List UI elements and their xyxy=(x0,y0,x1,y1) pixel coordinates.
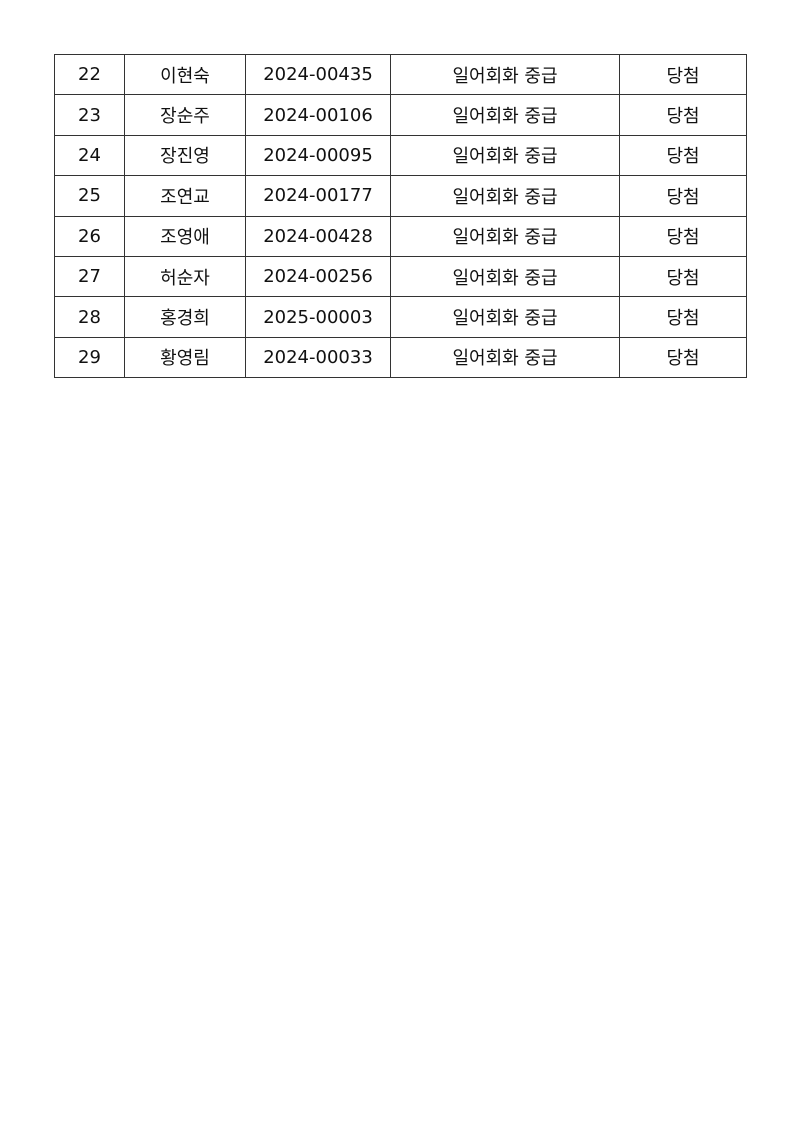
row-number-cell: 25 xyxy=(54,175,125,217)
name-cell: 홍경희 xyxy=(124,296,246,338)
registration-id-cell: 2024-00095 xyxy=(245,134,391,177)
result-cell: 당첨 xyxy=(619,215,747,257)
registration-id-cell: 2024-00428 xyxy=(245,215,391,257)
registration-id-cell: 2024-00435 xyxy=(245,53,391,96)
table-row: 29 황영림 2024-00033 일어회화 중급 당첨 xyxy=(54,336,747,379)
course-cell: 일어회화 중급 xyxy=(390,134,620,177)
result-cell: 당첨 xyxy=(619,94,747,136)
row-number-cell: 27 xyxy=(54,255,125,298)
registration-id-cell: 2024-00177 xyxy=(245,175,391,217)
name-cell: 조영애 xyxy=(124,215,246,257)
result-cell: 당첨 xyxy=(619,296,747,338)
table-row: 23 장순주 2024-00106 일어회화 중급 당첨 xyxy=(54,94,747,136)
table-row: 27 허순자 2024-00256 일어회화 중급 당첨 xyxy=(54,255,747,298)
registration-id-cell: 2024-00256 xyxy=(245,255,391,298)
row-number-cell: 28 xyxy=(54,296,125,338)
registration-id-cell: 2024-00106 xyxy=(245,94,391,136)
row-number-cell: 26 xyxy=(54,215,125,257)
registration-id-cell: 2025-00003 xyxy=(245,296,391,338)
name-cell: 황영림 xyxy=(124,336,246,379)
results-table-body: 22 이현숙 2024-00435 일어회화 중급 당첨 23 장순주 2024-00106 일… xyxy=(54,53,747,379)
table-row: 25 조연교 2024-00177 일어회화 중급 당첨 xyxy=(54,175,747,217)
course-cell: 일어회화 중급 xyxy=(390,336,620,379)
course-cell: 일어회화 중급 xyxy=(390,255,620,298)
course-cell: 일어회화 중급 xyxy=(390,215,620,257)
name-cell: 조연교 xyxy=(124,175,246,217)
course-cell: 일어회화 중급 xyxy=(390,94,620,136)
name-cell: 허순자 xyxy=(124,255,246,298)
table-row: 24 장진영 2024-00095 일어회화 중급 당첨 xyxy=(54,134,747,177)
name-cell: 이현숙 xyxy=(124,53,246,96)
results-table: 22 이현숙 2024-00435 일어회화 중급 당첨 23 장순주 2024-00106 일… xyxy=(54,53,747,379)
result-cell: 당첨 xyxy=(619,53,747,96)
registration-id-cell: 2024-00033 xyxy=(245,336,391,379)
row-number-cell: 22 xyxy=(54,53,125,96)
course-cell: 일어회화 중급 xyxy=(390,175,620,217)
result-cell: 당첨 xyxy=(619,255,747,298)
result-cell: 당첨 xyxy=(619,175,747,217)
table-row: 26 조영애 2024-00428 일어회화 중급 당첨 xyxy=(54,215,747,257)
row-number-cell: 29 xyxy=(54,336,125,379)
course-cell: 일어회화 중급 xyxy=(390,296,620,338)
result-cell: 당첨 xyxy=(619,134,747,177)
name-cell: 장진영 xyxy=(124,134,246,177)
course-cell: 일어회화 중급 xyxy=(390,53,620,96)
table-row: 28 홍경희 2025-00003 일어회화 중급 당첨 xyxy=(54,296,747,338)
name-cell: 장순주 xyxy=(124,94,246,136)
table-row: 22 이현숙 2024-00435 일어회화 중급 당첨 xyxy=(54,53,747,96)
result-cell: 당첨 xyxy=(619,336,747,379)
row-number-cell: 24 xyxy=(54,134,125,177)
row-number-cell: 23 xyxy=(54,94,125,136)
